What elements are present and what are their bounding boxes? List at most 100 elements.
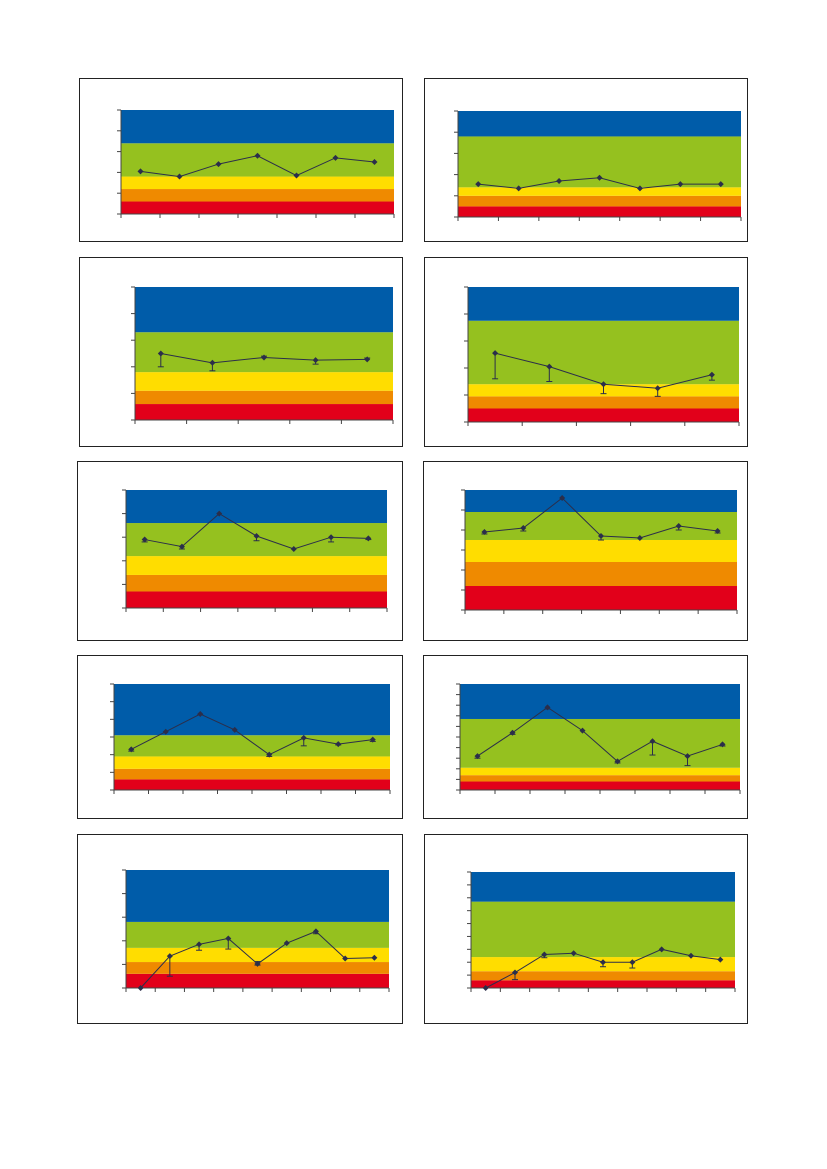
data-point: [178, 543, 185, 550]
data-point: [300, 734, 307, 741]
axes: [454, 110, 742, 221]
data-point: [570, 950, 577, 957]
chart-panel-5: [77, 461, 403, 641]
data-point: [209, 359, 216, 366]
data-point: [128, 746, 135, 753]
band-blue: [121, 110, 394, 144]
band-green: [471, 901, 735, 958]
band-orange: [465, 562, 737, 586]
data-point: [312, 357, 319, 364]
band-red: [471, 980, 735, 988]
chart-svg-1: [117, 109, 395, 218]
data-point: [541, 951, 548, 958]
chart-svg-2: [454, 110, 742, 221]
chart-panel-7: [77, 655, 403, 819]
data-point: [684, 753, 691, 760]
data-point: [544, 704, 551, 711]
data-point: [254, 960, 261, 967]
data-point: [215, 161, 222, 168]
chart-panel-10: [424, 834, 748, 1024]
data-point: [675, 523, 682, 529]
data-point: [365, 535, 372, 542]
band-orange: [126, 574, 387, 592]
data-point: [629, 959, 636, 966]
data-point: [312, 928, 319, 935]
band-orange: [121, 189, 394, 202]
data-point: [649, 738, 656, 745]
data-point: [559, 495, 566, 501]
band-red: [126, 591, 387, 608]
band-orange: [126, 962, 389, 974]
data-point: [714, 528, 721, 534]
band-green: [121, 143, 394, 177]
band-blue: [460, 684, 740, 719]
data-point: [546, 363, 553, 370]
data-point: [600, 959, 606, 966]
band-red: [126, 973, 389, 988]
data-point: [719, 741, 726, 748]
data-point: [253, 533, 260, 540]
data-point: [658, 946, 665, 953]
data-point: [332, 154, 339, 161]
data-point: [176, 173, 183, 180]
band-blue: [126, 490, 387, 524]
data-point: [475, 181, 482, 188]
data-point: [137, 168, 144, 175]
data-point: [556, 177, 563, 184]
axes: [122, 489, 388, 612]
band-orange: [471, 971, 735, 981]
data-point: [197, 711, 204, 718]
data-point: [614, 758, 621, 765]
data-point: [512, 969, 518, 976]
axes: [117, 109, 395, 218]
data-point: [266, 751, 273, 758]
data-point: [688, 952, 694, 959]
band-yellow: [465, 540, 737, 562]
band-red: [114, 779, 390, 790]
band-blue: [135, 287, 393, 333]
chart-panel-3: [79, 257, 403, 447]
axes: [122, 869, 390, 992]
data-point: [261, 354, 267, 361]
band-yellow: [126, 556, 387, 575]
data-point: [371, 159, 378, 165]
axes: [131, 286, 394, 424]
data-point: [196, 941, 203, 948]
band-blue: [468, 287, 739, 321]
data-point: [677, 181, 684, 188]
chart-panel-6: [423, 461, 748, 641]
band-orange: [460, 775, 740, 782]
data-point: [474, 753, 481, 760]
series-line: [131, 713, 373, 756]
band-green: [126, 921, 389, 948]
band-green: [135, 332, 393, 373]
band-green: [114, 735, 390, 757]
band-red: [135, 404, 393, 420]
axes: [456, 683, 741, 794]
data-point: [342, 955, 349, 962]
data-point: [598, 533, 604, 539]
band-red: [468, 408, 739, 422]
data-point: [293, 172, 300, 179]
band-blue: [458, 111, 741, 137]
chart-svg-8: [456, 683, 741, 794]
data-point: [225, 935, 232, 942]
data-point: [717, 181, 724, 188]
band-red: [121, 201, 394, 214]
data-point: [579, 727, 586, 734]
series-line: [477, 706, 723, 762]
chart-panel-4: [424, 257, 748, 447]
chart-panel-8: [423, 655, 748, 819]
band-blue: [471, 872, 735, 902]
band-green: [468, 320, 739, 385]
chart-panel-1: [79, 78, 403, 242]
band-orange: [135, 390, 393, 405]
band-orange: [458, 195, 741, 207]
band-red: [458, 206, 741, 217]
data-point: [520, 525, 527, 531]
data-point: [654, 385, 661, 392]
band-red: [460, 781, 740, 790]
band-yellow: [121, 176, 394, 190]
data-point: [290, 546, 297, 552]
